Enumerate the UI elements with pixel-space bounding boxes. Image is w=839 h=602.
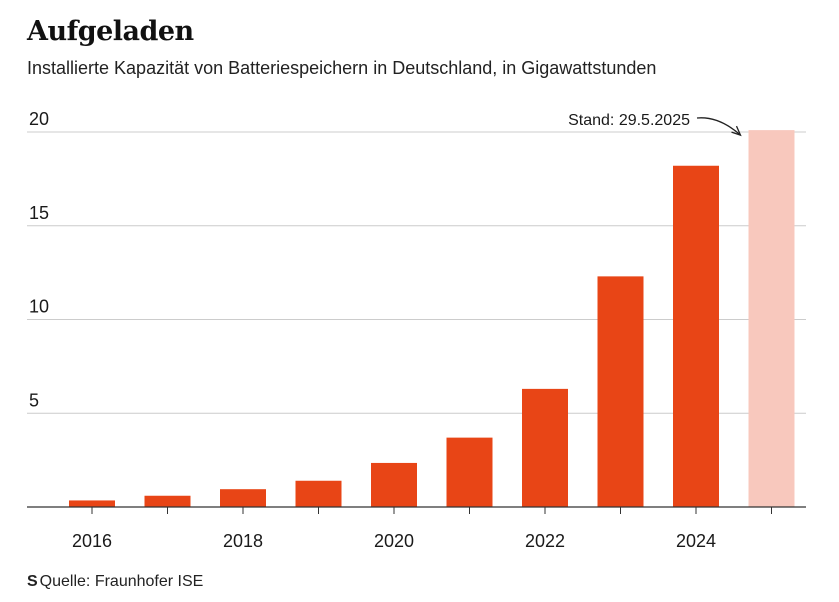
bar (295, 480, 342, 507)
x-tick-label: 2022 (525, 531, 565, 551)
x-tick-label: 2016 (72, 531, 112, 551)
chart-subtitle: Installierte Kapazität von Batteriespeic… (27, 58, 657, 78)
bar (144, 495, 191, 507)
source-note: S Quelle: Fraunhofer ISE (27, 573, 203, 591)
bar (522, 388, 568, 507)
source-text: Quelle: Fraunhofer ISE (39, 573, 204, 590)
publisher-logo: S (27, 573, 38, 590)
bar (220, 489, 266, 507)
x-tick-label: 2024 (676, 531, 716, 551)
bar (748, 130, 795, 507)
x-tick-label: 2018 (223, 531, 263, 551)
y-tick-label: 10 (29, 297, 49, 317)
chart-title: Aufgeladen (27, 16, 194, 47)
annotation-arrow (696, 117, 741, 136)
annotation-arrowhead (731, 125, 742, 137)
bar (371, 462, 417, 507)
bar (69, 500, 115, 507)
x-tick-label: 2020 (374, 531, 414, 551)
bar (597, 276, 644, 507)
y-tick-label: 15 (29, 203, 49, 223)
y-tick-label: 5 (29, 390, 39, 410)
bar (446, 437, 493, 507)
annotation-label: Stand: 29.5.2025 (568, 112, 690, 129)
bar (673, 165, 719, 507)
y-tick-label: 20 (29, 109, 49, 129)
